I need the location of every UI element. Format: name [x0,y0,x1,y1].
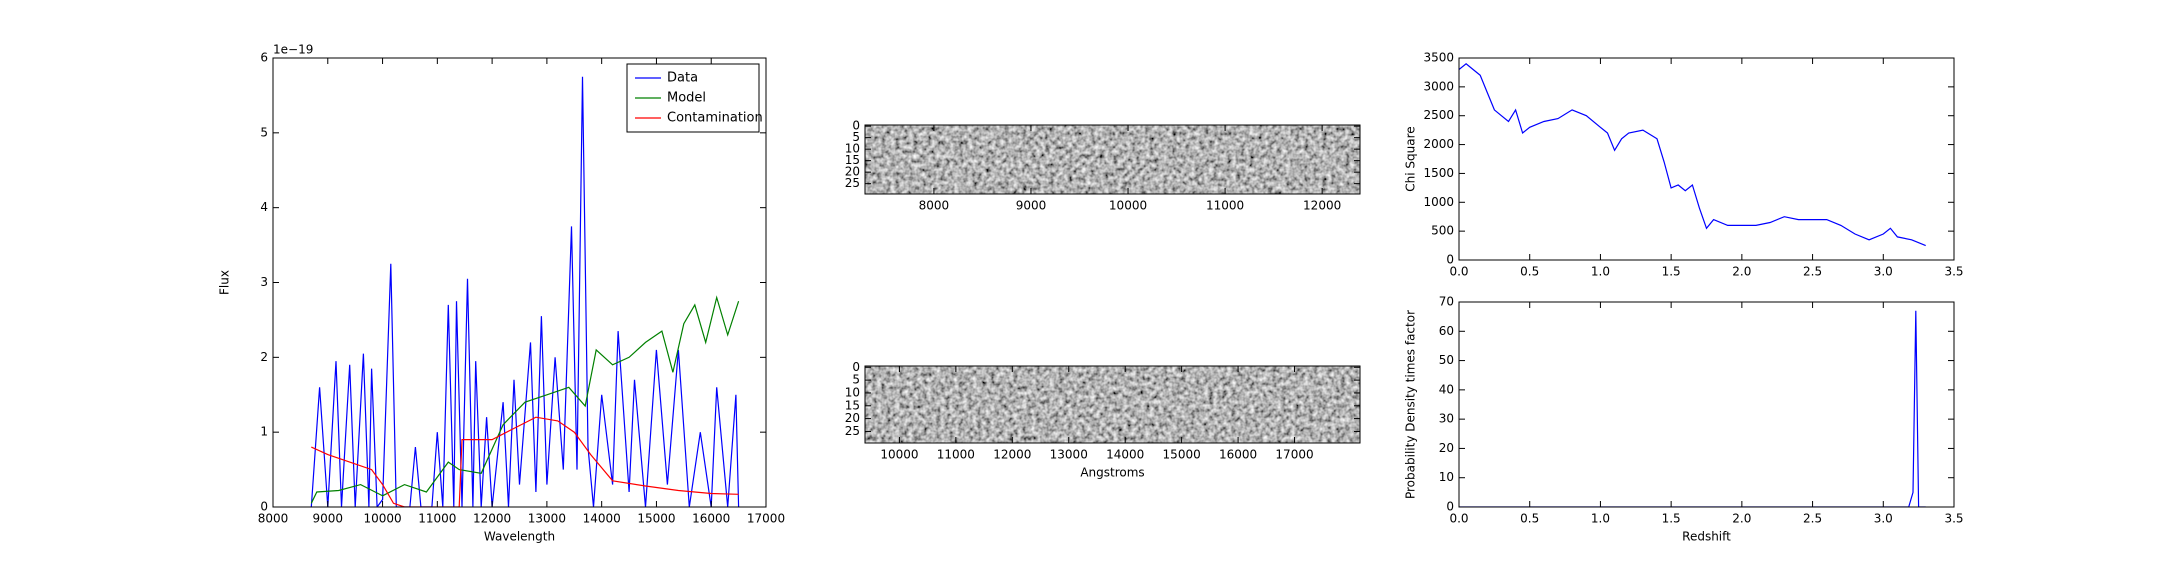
x-tick-label: 12000 [473,512,511,526]
x-tick-label: 9000 [313,512,344,526]
data-line [310,295,740,504]
x-axis-label: Wavelength [484,530,555,544]
axes-frame [864,124,1361,195]
y-tick-label: 10 [845,385,860,399]
x-tick-label: 17000 [747,512,785,526]
y-tick-label: 10 [845,142,860,156]
y-tick-label: 15 [845,398,860,412]
y-tick-label: 3 [260,275,268,289]
data-line [1459,63,1926,247]
spectrum-image [865,125,1360,194]
axes-frame [1458,301,1955,508]
axes-frame [864,365,1361,444]
x-tick-label: 1.0 [1591,512,1610,526]
y-tick-label: 0 [260,500,268,514]
x-tick-label: 10000 [1109,199,1147,213]
x-tick-label: 3.0 [1874,512,1893,526]
y-tick-label: 15 [845,153,860,167]
y-tick-label: 70 [1439,295,1454,309]
y-tick-label: 0 [1446,500,1454,514]
y-tick-label: 0 [852,360,860,374]
offset-label: 1e−19 [273,43,313,57]
y-tick-label: 500 [1431,224,1454,238]
y-axis-label: Chi Square [1404,126,1418,191]
y-tick-label: 3000 [1423,79,1454,93]
x-tick-label: 3.0 [1874,265,1893,279]
y-tick-label: 1500 [1423,166,1454,180]
x-tick-label: 15000 [637,512,675,526]
y-tick-label: 5 [260,125,268,139]
x-tick-label: 11000 [1206,199,1244,213]
axes-frame [1458,57,1955,261]
legend-label: Data [667,71,698,86]
x-tick-label: 1.5 [1662,265,1681,279]
data-line [311,416,739,507]
x-axis-label: Redshift [1682,530,1731,544]
y-tick-label: 5 [852,130,860,144]
y-axis-label: Probability Density times factor [1404,310,1418,499]
x-tick-label: 17000 [1275,448,1313,462]
x-tick-label: 13000 [1050,448,1088,462]
x-tick-label: 1.5 [1662,512,1681,526]
x-tick-label: 13000 [528,512,566,526]
x-tick-label: 9000 [1016,199,1047,213]
y-tick-label: 20 [1439,441,1454,455]
y-tick-label: 25 [845,176,860,190]
y-tick-label: 1000 [1423,195,1454,209]
x-tick-label: 3.5 [1944,265,1963,279]
x-tick-label: 10000 [880,448,918,462]
x-tick-label: 11000 [418,512,456,526]
y-tick-label: 50 [1439,353,1454,367]
y-tick-label: 20 [845,165,860,179]
x-tick-label: 14000 [1106,448,1144,462]
x-tick-label: 14000 [583,512,621,526]
y-tick-label: 2 [260,350,268,364]
y-tick-label: 2000 [1423,137,1454,151]
x-tick-label: 0.0 [1449,265,1468,279]
y-tick-label: 1 [260,425,268,439]
x-tick-label: 2.5 [1803,265,1822,279]
y-tick-label: 2500 [1423,108,1454,122]
x-tick-label: 12000 [1303,199,1341,213]
x-tick-label: 8000 [919,199,950,213]
data-line [310,76,740,507]
y-tick-label: 0 [852,119,860,133]
spectrum-image [865,366,1360,443]
y-tick-label: 3500 [1423,51,1454,65]
y-tick-label: 10 [1439,470,1454,484]
x-tick-label: 2.5 [1803,512,1822,526]
x-tick-label: 16000 [692,512,730,526]
y-tick-label: 4 [260,200,268,214]
x-tick-label: 16000 [1219,448,1257,462]
x-tick-label: 12000 [993,448,1031,462]
y-axis-label: Flux [218,270,232,295]
y-tick-label: 5 [852,373,860,387]
y-tick-label: 6 [260,51,268,65]
x-tick-label: 15000 [1163,448,1201,462]
x-tick-label: 8000 [258,512,289,526]
y-tick-label: 60 [1439,324,1454,338]
legend-label: Model [667,91,706,106]
data-line [1459,310,1926,507]
x-tick-label: 2.0 [1732,512,1751,526]
legend-label: Contamination [667,111,763,126]
x-axis-label: Angstroms [1080,466,1144,480]
x-tick-label: 0.5 [1520,512,1539,526]
x-tick-label: 1.0 [1591,265,1610,279]
x-tick-label: 0.5 [1520,265,1539,279]
x-tick-label: 3.5 [1944,512,1963,526]
y-tick-label: 0 [1446,253,1454,267]
x-tick-label: 10000 [363,512,401,526]
y-tick-label: 30 [1439,412,1454,426]
x-tick-label: 0.0 [1449,512,1468,526]
x-tick-label: 2.0 [1732,265,1751,279]
x-tick-label: 11000 [937,448,975,462]
y-tick-label: 20 [845,411,860,425]
y-tick-label: 40 [1439,382,1454,396]
y-tick-label: 25 [845,424,860,438]
